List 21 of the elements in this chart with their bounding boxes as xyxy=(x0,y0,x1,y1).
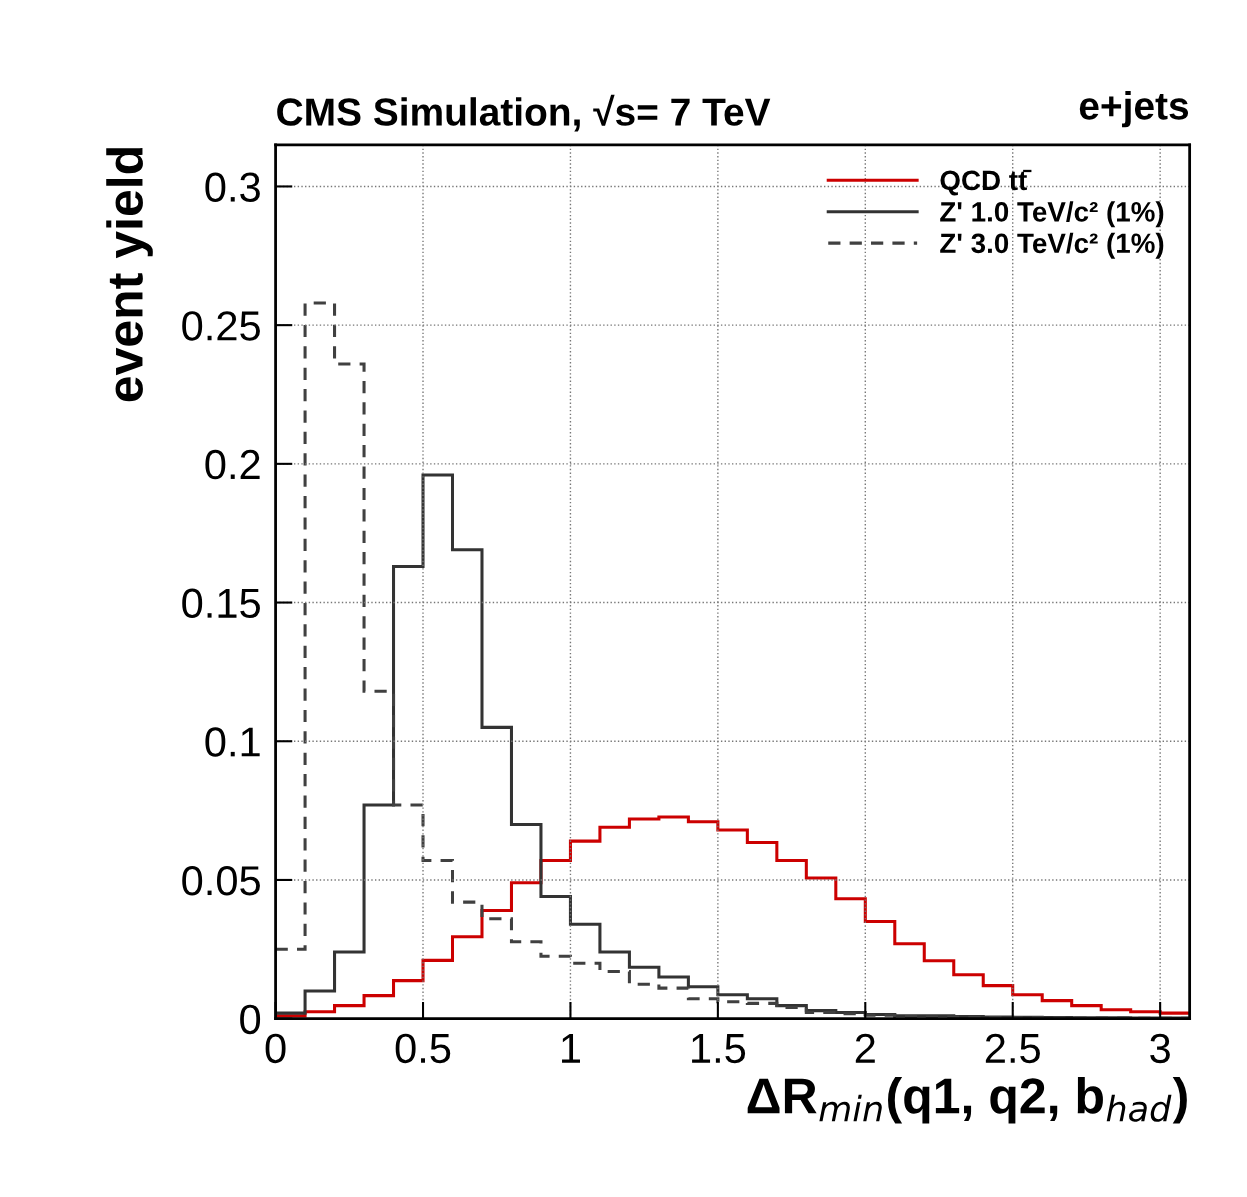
y-tick-label: 0.2 xyxy=(205,449,260,480)
x-tick-label: 0 xyxy=(265,1033,286,1064)
x-tick-label: 2.5 xyxy=(985,1033,1040,1064)
chart-title: CMS Simulation, √s= 7 TeV xyxy=(277,94,771,132)
x-axis-title: ΔR$_{min}$(q1, q2, b$_{had}$) xyxy=(747,1076,1187,1124)
x-tick-label: 2 xyxy=(855,1033,875,1063)
text: e+jets xyxy=(1079,91,1189,128)
legend-label: QCD tt̄ xyxy=(940,169,1032,196)
y-axis-title: event yield xyxy=(106,148,153,402)
y-tick-label: 0.25 xyxy=(182,311,260,341)
y-tick-label: 0.3 xyxy=(205,172,260,202)
x-tick-label: 3 xyxy=(1150,1033,1170,1064)
y-tick-label: 0.15 xyxy=(182,588,260,619)
x-tick-label: 1.5 xyxy=(692,1034,746,1064)
legend-label: Z' 3.0 TeV/c² (1%) xyxy=(940,232,1164,259)
y-tick-label: 0 xyxy=(240,1004,261,1035)
x-tick-label: 1 xyxy=(562,1034,580,1063)
legend-label: Z' 1.0 TeV/c² (1%) xyxy=(940,201,1164,228)
x-tick-label: 0.5 xyxy=(395,1033,451,1064)
y-tick-label: 0.1 xyxy=(205,727,260,757)
y-tick-label: 0.05 xyxy=(182,865,260,896)
